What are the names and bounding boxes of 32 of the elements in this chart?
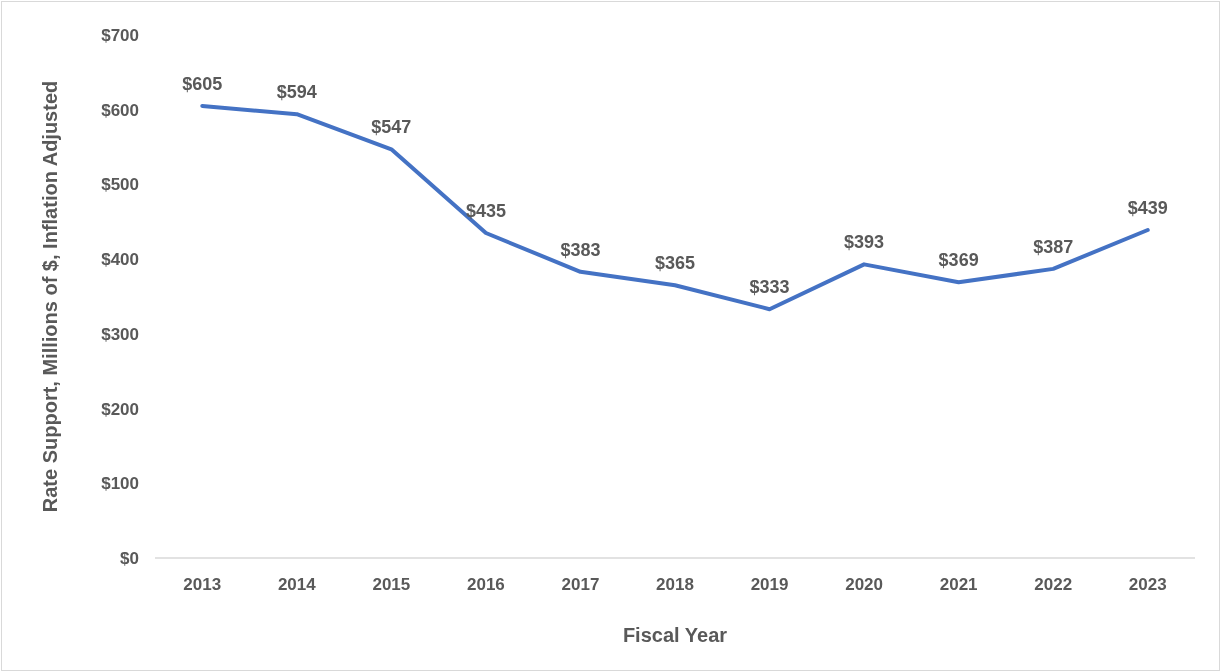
y-tick-label: $600	[101, 100, 139, 120]
data-label: $369	[938, 250, 979, 271]
y-tick-label: $700	[101, 26, 139, 46]
data-label: $605	[182, 73, 223, 94]
y-axis-title: Rate Support, Millions of $, Inflation Adjusted	[39, 80, 62, 513]
data-label: $547	[371, 117, 412, 138]
x-tick-label: 2016	[467, 575, 505, 595]
x-tick-label: 2014	[277, 575, 317, 595]
y-tick-label: $300	[101, 324, 139, 344]
y-tick-label: $100	[101, 474, 139, 494]
x-tick-label: 2013	[183, 575, 222, 595]
x-tick-label: 2017	[561, 575, 600, 595]
x-tick-label: 2018	[656, 575, 694, 595]
data-label: $439	[1127, 198, 1168, 218]
data-label: $333	[749, 277, 790, 298]
x-tick-label: 2020	[845, 575, 883, 595]
data-label: $435	[465, 200, 506, 221]
x-tick-label: 2021	[939, 575, 978, 595]
y-tick-label: $500	[101, 175, 139, 195]
x-tick-label: 2019	[750, 575, 789, 595]
x-axis-title: Fiscal Year	[622, 624, 728, 646]
y-tick-label: $400	[101, 250, 139, 270]
y-tick-label: $200	[101, 399, 139, 419]
x-tick-label: 2023	[1128, 575, 1167, 595]
data-label: $387	[1033, 236, 1074, 257]
data-label: $365	[654, 253, 696, 274]
data-label: $383	[560, 239, 601, 260]
data-label: $393	[844, 232, 885, 253]
x-tick-label: 2015	[372, 575, 411, 595]
x-tick-label: 2022	[1034, 575, 1073, 595]
data-label: $594	[276, 82, 317, 103]
y-tick-label: $0	[120, 549, 139, 569]
